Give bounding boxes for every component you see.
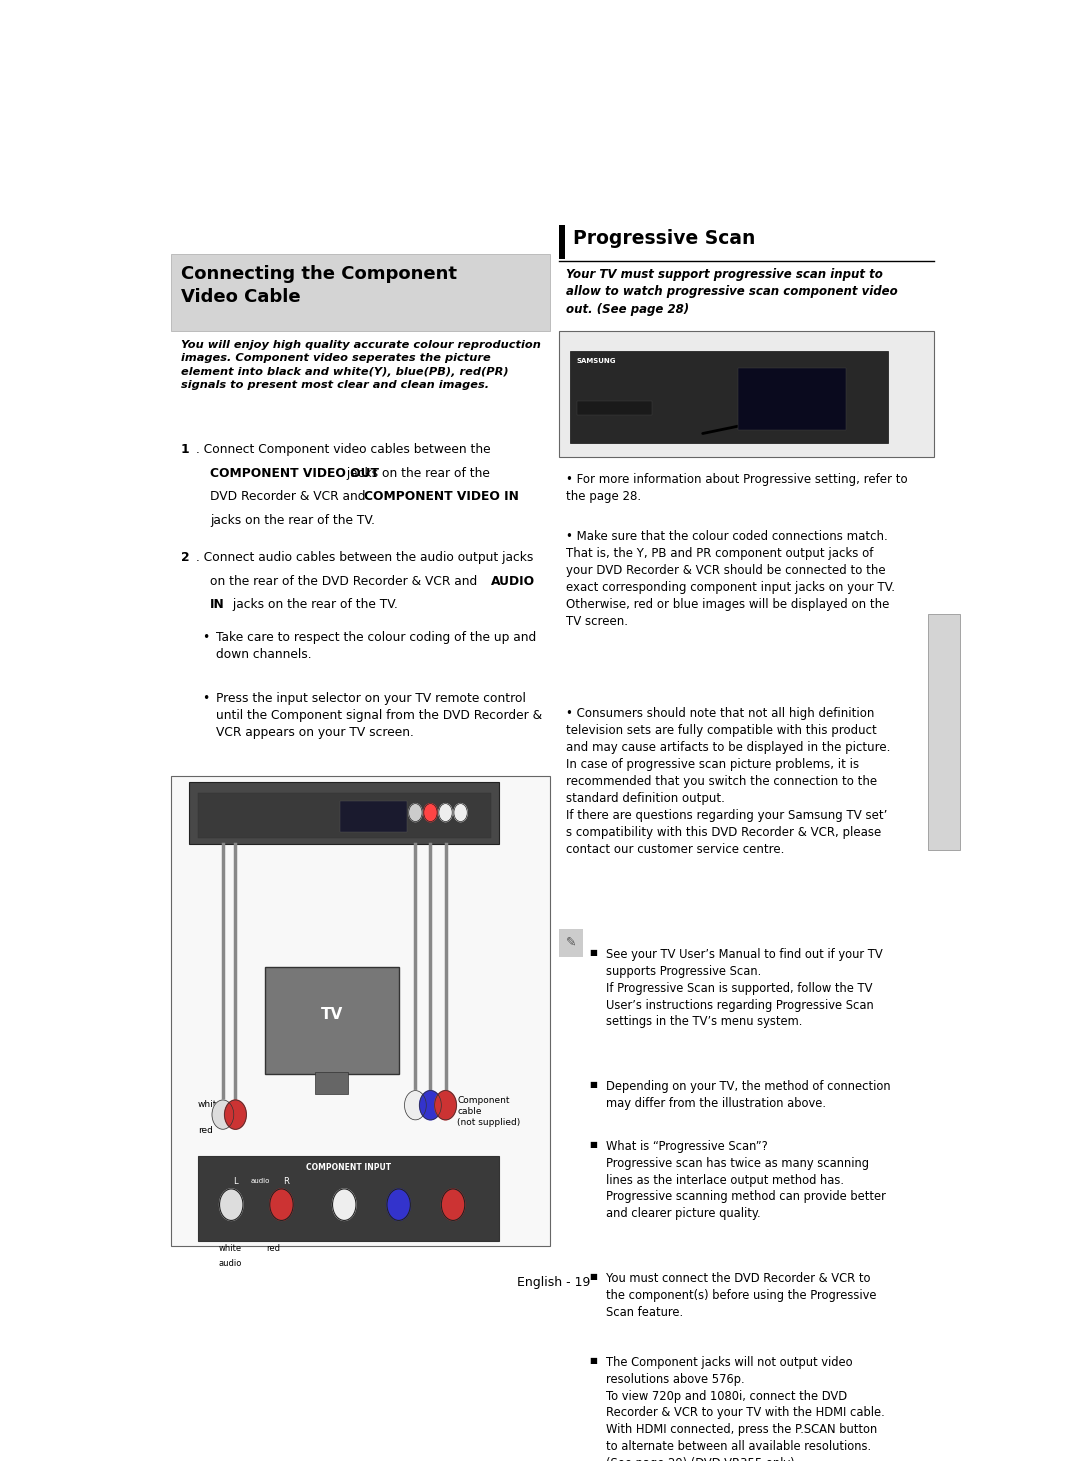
Bar xyxy=(929,614,960,850)
Text: ■: ■ xyxy=(590,1140,597,1148)
Bar xyxy=(340,801,407,833)
Text: You must connect the DVD Recorder & VCR to
the component(s) before using the Pro: You must connect the DVD Recorder & VCR … xyxy=(606,1273,877,1319)
Text: jacks on the rear of the: jacks on the rear of the xyxy=(342,466,489,479)
Text: white: white xyxy=(198,1100,222,1109)
Text: You will enjoy high quality accurate colour reproduction
images. Component video: You will enjoy high quality accurate col… xyxy=(181,339,541,390)
Bar xyxy=(559,225,565,259)
Circle shape xyxy=(219,1189,243,1220)
Text: See your TV User’s Manual to find out if your TV
supports Progressive Scan.
If P: See your TV User’s Manual to find out if… xyxy=(606,948,883,1029)
Bar xyxy=(265,967,399,1074)
Circle shape xyxy=(434,1090,457,1119)
Text: jacks on the rear of the TV.: jacks on the rear of the TV. xyxy=(229,599,397,611)
Text: red: red xyxy=(267,1245,281,1254)
Circle shape xyxy=(212,1100,233,1129)
Text: COMPONENT VIDEO IN: COMPONENT VIDEO IN xyxy=(364,491,518,503)
Circle shape xyxy=(387,1189,410,1220)
Circle shape xyxy=(454,804,468,821)
Text: 12:34: 12:34 xyxy=(363,814,384,820)
Circle shape xyxy=(438,804,453,821)
Text: ■: ■ xyxy=(590,1273,597,1281)
Text: 12345: 12345 xyxy=(773,392,811,405)
Text: jacks on the rear of the TV.: jacks on the rear of the TV. xyxy=(211,514,376,527)
Text: white: white xyxy=(218,1245,242,1254)
Circle shape xyxy=(442,1189,464,1220)
Circle shape xyxy=(419,1090,442,1119)
Bar xyxy=(198,1156,499,1240)
Circle shape xyxy=(423,804,437,821)
Text: COMPONENT INPUT: COMPONENT INPUT xyxy=(306,1163,391,1172)
Circle shape xyxy=(270,1189,293,1220)
Text: • For more information about Progressive setting, refer to
the page 28.: • For more information about Progressive… xyxy=(566,473,907,504)
Bar xyxy=(315,1072,349,1094)
Bar xyxy=(198,793,490,839)
Text: . Connect audio cables between the audio output jacks: . Connect audio cables between the audio… xyxy=(197,551,534,564)
Bar xyxy=(171,254,550,330)
Circle shape xyxy=(333,1189,356,1220)
Bar xyxy=(738,368,847,430)
Text: Connecting the Component
Video Cable: Connecting the Component Video Cable xyxy=(181,266,457,305)
Circle shape xyxy=(225,1100,246,1129)
Text: Press the input selector on your TV remote control
until the Component signal fr: Press the input selector on your TV remo… xyxy=(216,691,542,739)
Text: TV: TV xyxy=(321,1008,342,1023)
Bar xyxy=(559,330,934,456)
Text: • Make sure that the colour coded connections match.
That is, the Y, PB and PR c: • Make sure that the colour coded connec… xyxy=(566,530,895,628)
Text: English - 19: English - 19 xyxy=(517,1275,590,1289)
Text: • Consumers should note that not all high definition
television sets are fully c: • Consumers should note that not all hig… xyxy=(566,707,890,856)
Text: 1: 1 xyxy=(181,443,190,456)
Text: ✎: ✎ xyxy=(566,937,577,950)
Text: Your TV must support progressive scan input to
allow to watch progressive scan c: Your TV must support progressive scan in… xyxy=(566,267,897,316)
Text: •: • xyxy=(202,691,210,704)
Text: 2: 2 xyxy=(181,551,190,564)
Text: R: R xyxy=(283,1176,288,1185)
Text: DVD Recorder & VCR and: DVD Recorder & VCR and xyxy=(211,491,369,503)
Circle shape xyxy=(408,804,422,821)
Text: audio: audio xyxy=(251,1178,270,1183)
Text: •: • xyxy=(202,631,210,644)
Text: ■: ■ xyxy=(590,1080,597,1090)
Bar xyxy=(189,782,499,843)
Text: Depending on your TV, the method of connection
may differ from the illustration : Depending on your TV, the method of conn… xyxy=(606,1080,891,1110)
Text: . Connect Component video cables between the: . Connect Component video cables between… xyxy=(197,443,490,456)
Text: audio: audio xyxy=(218,1259,242,1268)
Text: AUDIO: AUDIO xyxy=(490,574,535,587)
Text: red: red xyxy=(198,1126,213,1135)
Text: Component
cable
(not supplied): Component cable (not supplied) xyxy=(457,1096,521,1126)
Text: COMPONENT VIDEO OUT: COMPONENT VIDEO OUT xyxy=(211,466,379,479)
Circle shape xyxy=(405,1090,427,1119)
Text: on the rear of the DVD Recorder & VCR and: on the rear of the DVD Recorder & VCR an… xyxy=(211,574,482,587)
Bar xyxy=(171,776,550,1246)
Text: What is “Progressive Scan”?
Progressive scan has twice as many scanning
lines as: What is “Progressive Scan”? Progressive … xyxy=(606,1140,886,1220)
Bar xyxy=(577,402,652,415)
Bar xyxy=(570,351,888,443)
Text: ■: ■ xyxy=(590,1356,597,1365)
Text: The Component jacks will not output video
resolutions above 576p.
To view 720p a: The Component jacks will not output vide… xyxy=(606,1356,885,1461)
Bar xyxy=(559,929,583,957)
Text: L: L xyxy=(233,1176,238,1185)
Text: Take care to respect the colour coding of the up and
down channels.: Take care to respect the colour coding o… xyxy=(216,631,537,660)
Text: IN: IN xyxy=(211,599,225,611)
Text: ■: ■ xyxy=(590,948,597,957)
Text: Connecting & Setting Up: Connecting & Setting Up xyxy=(940,663,949,801)
Text: SAMSUNG: SAMSUNG xyxy=(577,358,617,364)
Text: Progressive Scan: Progressive Scan xyxy=(572,229,755,248)
